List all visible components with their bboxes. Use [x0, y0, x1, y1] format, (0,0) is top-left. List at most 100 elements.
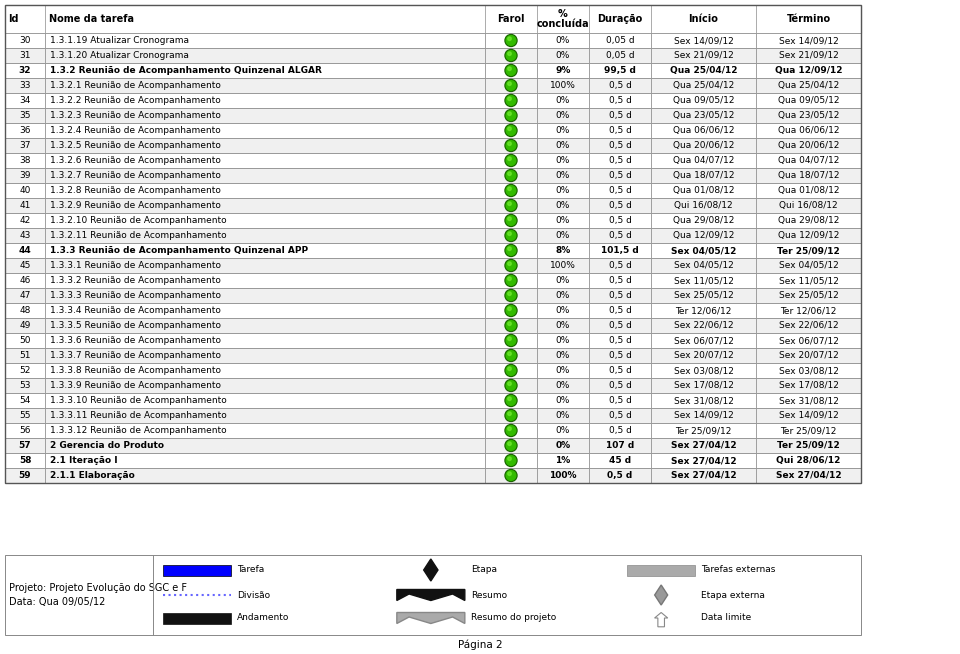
Bar [5, 93, 45, 108]
Bar [537, 5, 589, 33]
Text: 48: 48 [19, 306, 31, 315]
Text: Qua 12/09/12: Qua 12/09/12 [673, 231, 734, 240]
Text: 31: 31 [19, 51, 31, 60]
Bar [5, 198, 861, 213]
Text: Ter 25/09/12: Ter 25/09/12 [780, 426, 837, 435]
Bar [5, 168, 45, 183]
Circle shape [506, 51, 516, 60]
Circle shape [505, 109, 517, 122]
Bar [537, 33, 589, 48]
Bar [651, 108, 756, 123]
Bar [45, 318, 485, 333]
Circle shape [505, 364, 517, 377]
Text: 1.3.3.1 Reunião de Acompanhamento: 1.3.3.1 Reunião de Acompanhamento [50, 261, 221, 270]
Text: Ter 25/09/12: Ter 25/09/12 [778, 441, 840, 450]
Text: Sex 21/09/12: Sex 21/09/12 [779, 51, 838, 60]
Circle shape [505, 379, 517, 392]
Bar [756, 48, 861, 63]
Text: Qua 25/04/12: Qua 25/04/12 [673, 81, 734, 90]
Bar [45, 378, 485, 393]
Bar [5, 63, 45, 78]
Text: 34: 34 [19, 96, 31, 105]
Bar [5, 123, 45, 138]
Text: 0%: 0% [556, 441, 570, 450]
Bar [589, 378, 651, 393]
Circle shape [508, 337, 512, 341]
Bar [756, 213, 861, 228]
Text: 55: 55 [19, 411, 31, 420]
Circle shape [508, 442, 512, 445]
Bar [485, 468, 537, 483]
Circle shape [508, 112, 512, 116]
Bar [537, 438, 589, 453]
Text: Qua 12/09/12: Qua 12/09/12 [778, 231, 839, 240]
Bar [5, 555, 861, 635]
Circle shape [505, 334, 517, 347]
Bar [5, 213, 45, 228]
Bar [589, 33, 651, 48]
Bar [45, 228, 485, 243]
Bar [5, 453, 861, 468]
Circle shape [506, 351, 516, 360]
Text: Qui 16/08/12: Qui 16/08/12 [674, 201, 732, 210]
Bar [756, 453, 861, 468]
Text: 0%: 0% [556, 186, 570, 195]
Bar [45, 453, 485, 468]
Bar [537, 318, 589, 333]
Text: 2.1.1 Elaboração: 2.1.1 Elaboração [50, 471, 134, 480]
Text: 53: 53 [19, 381, 31, 390]
Text: 0,5 d: 0,5 d [609, 156, 632, 165]
Bar [537, 198, 589, 213]
Circle shape [506, 441, 516, 451]
Polygon shape [655, 585, 667, 605]
Circle shape [508, 247, 512, 250]
Circle shape [508, 292, 512, 296]
Circle shape [505, 154, 517, 167]
Text: Sex 31/08/12: Sex 31/08/12 [674, 396, 733, 405]
Bar [651, 153, 756, 168]
Text: 0,5 d: 0,5 d [609, 201, 632, 210]
Bar [651, 213, 756, 228]
Text: 0,5 d: 0,5 d [609, 186, 632, 195]
Bar [589, 408, 651, 423]
Text: 42: 42 [19, 216, 31, 225]
Text: 0,5 d: 0,5 d [609, 366, 632, 375]
Text: 0%: 0% [556, 411, 570, 420]
Circle shape [505, 424, 517, 436]
Circle shape [506, 95, 516, 105]
Circle shape [508, 202, 512, 205]
Bar [485, 63, 537, 78]
Circle shape [506, 246, 516, 255]
Bar [651, 63, 756, 78]
Text: 1.3.2.8 Reunião de Acompanhamento: 1.3.2.8 Reunião de Acompanhamento [50, 186, 221, 195]
Bar [485, 78, 537, 93]
Circle shape [506, 320, 516, 330]
Circle shape [506, 171, 516, 181]
Bar [589, 63, 651, 78]
Circle shape [508, 157, 512, 160]
Bar [5, 423, 861, 438]
Bar [537, 348, 589, 363]
Bar [5, 213, 861, 228]
Text: Qua 29/08/12: Qua 29/08/12 [673, 216, 734, 225]
Circle shape [506, 336, 516, 345]
Circle shape [505, 290, 517, 301]
Bar [163, 613, 231, 623]
Circle shape [508, 232, 512, 235]
Bar [5, 378, 861, 393]
Bar [5, 33, 45, 48]
Circle shape [505, 65, 517, 77]
Text: 0%: 0% [556, 111, 570, 120]
Bar [5, 168, 861, 183]
Circle shape [505, 455, 517, 466]
Text: Qua 23/05/12: Qua 23/05/12 [778, 111, 839, 120]
Bar [756, 183, 861, 198]
Circle shape [505, 50, 517, 61]
Bar [756, 108, 861, 123]
Bar [485, 243, 537, 258]
Text: Qua 20/06/12: Qua 20/06/12 [673, 141, 734, 150]
Text: Ter 25/09/12: Ter 25/09/12 [778, 246, 840, 255]
Polygon shape [423, 559, 438, 581]
Text: 0%: 0% [556, 171, 570, 180]
Text: 1.3.3 Reunião de Acompanhamento Quinzenal APP: 1.3.3 Reunião de Acompanhamento Quinzena… [50, 246, 308, 255]
